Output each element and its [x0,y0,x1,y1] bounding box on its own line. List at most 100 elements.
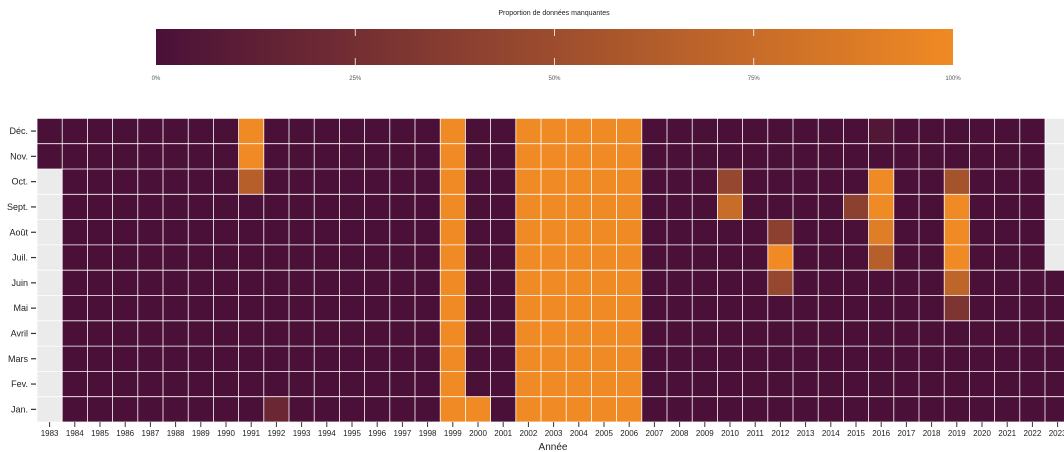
y-tick-label: Oct. [11,177,28,187]
heatmap-cell [465,396,491,422]
heatmap-cell [188,244,214,271]
heatmap-cell [641,396,667,422]
x-tick-label: 1994 [318,429,336,438]
heatmap-cell [188,295,214,321]
heatmap-cell [1019,371,1045,397]
heatmap-cell [667,346,693,372]
heatmap-cell [868,143,894,169]
heatmap-cell [213,396,239,422]
heatmap-cell [238,295,264,321]
heatmap-cell [541,194,567,220]
x-tick-label: 2008 [671,429,689,438]
heatmap-cell [289,270,315,296]
heatmap-cell [919,320,945,347]
heatmap-cell [667,371,693,397]
heatmap-cell [1045,346,1064,372]
heatmap-cell [289,118,315,144]
heatmap-cell [868,219,894,245]
heatmap-cell [566,169,592,195]
heatmap-cell [667,270,693,296]
heatmap-cell [742,118,768,144]
x-tick-label: 2007 [646,429,664,438]
heatmap-cell [364,143,390,169]
heatmap-cell [238,244,264,271]
heatmap-cell [616,320,642,347]
heatmap-cell [238,371,264,397]
heatmap-cell [1045,169,1064,195]
heatmap-cell [667,169,693,195]
heatmap-cell [692,396,718,422]
heatmap-cell [843,320,869,347]
x-tick-label: 1999 [444,429,462,438]
heatmap-cell [112,244,138,271]
x-tick-label: 1996 [368,429,386,438]
heatmap-cell [289,371,315,397]
heatmap-cell [137,270,163,296]
heatmap-cell [62,295,88,321]
x-tick-label: 2013 [797,429,815,438]
heatmap-cell [62,143,88,169]
heatmap-cell [742,295,768,321]
heatmap-cell [868,371,894,397]
heatmap-cell [868,346,894,372]
heatmap-cell [238,320,264,347]
heatmap-cell [112,270,138,296]
x-tick-label: 2022 [1024,429,1042,438]
heatmap-cell [87,320,113,347]
heatmap-cell [415,219,441,245]
heatmap-cell [415,194,441,220]
heatmap-cell [818,169,844,195]
heatmap-cell [112,194,138,220]
heatmap-cell [37,371,63,397]
heatmap-cell [314,194,340,220]
heatmap-cell [137,118,163,144]
heatmap-cell [994,320,1020,347]
heatmap-cell [767,346,793,372]
heatmap-cell [263,396,289,422]
heatmap-cell [465,219,491,245]
heatmap-cell [717,194,743,220]
heatmap-cell [137,320,163,347]
heatmap-cell [440,396,466,422]
heatmap-cell [843,295,869,321]
heatmap-cell [515,396,541,422]
heatmap-cell [389,219,415,245]
x-tick-label: 2010 [721,429,739,438]
x-tick-label: 1991 [242,429,260,438]
heatmap-cell [188,396,214,422]
heatmap-cell [263,270,289,296]
heatmap-cell [213,194,239,220]
heatmap-cell [188,169,214,195]
heatmap-cell [919,396,945,422]
legend-tick-label: 100% [945,76,961,82]
heatmap-cell [1019,244,1045,271]
heatmap-cell [1045,270,1064,296]
heatmap-cell [717,143,743,169]
heatmap-cell [641,244,667,271]
heatmap-cell [238,270,264,296]
heatmap-cell [1045,295,1064,321]
heatmap-cell [969,143,995,169]
x-tick-label: 2021 [998,429,1016,438]
heatmap-cell [692,219,718,245]
heatmap-cell [339,371,365,397]
heatmap-cell [692,295,718,321]
heatmap-cell [541,295,567,321]
y-tick-label: Fev. [11,379,28,389]
heatmap-cell [893,219,919,245]
heatmap-cell [137,396,163,422]
x-tick-label: 2003 [545,429,563,438]
x-tick-label: 2005 [595,429,613,438]
heatmap-cell [465,320,491,347]
heatmap-cell [1045,320,1064,347]
heatmap-cell [969,295,995,321]
heatmap-cell [566,118,592,144]
heatmap-cell [641,270,667,296]
heatmap-cell [137,143,163,169]
heatmap-cell [566,371,592,397]
heatmap-cell [389,169,415,195]
heatmap-cell [692,118,718,144]
heatmap-cell [1045,219,1064,245]
heatmap-cell [566,346,592,372]
heatmap-cell [566,320,592,347]
